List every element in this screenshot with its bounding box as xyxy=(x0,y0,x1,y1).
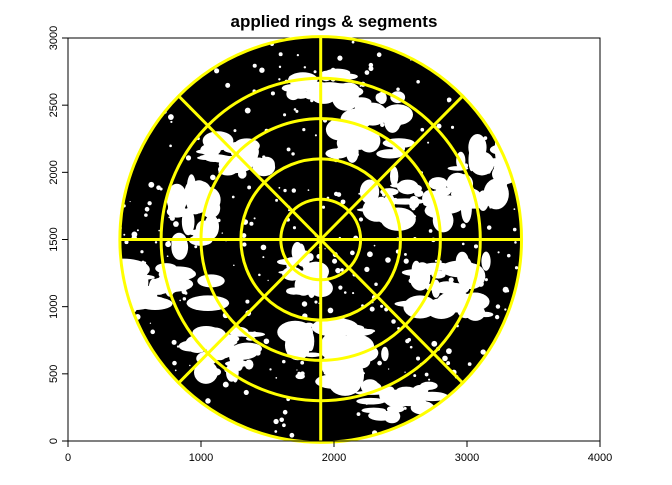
y-tick-label: 0 xyxy=(48,438,60,444)
x-tick-label: 1000 xyxy=(189,452,213,464)
segment-line-4 xyxy=(177,95,322,241)
y-tick-label: 2000 xyxy=(48,160,60,184)
segment-line-2 xyxy=(319,95,464,241)
x-axis: 0 1000 2000 3000 4000 xyxy=(65,440,612,464)
y-tick-label: 1000 xyxy=(48,294,60,318)
sky-patches xyxy=(119,40,519,438)
chart-title: applied rings & segments xyxy=(231,12,438,31)
x-tick-label: 4000 xyxy=(588,452,612,464)
ring-segment-overlay xyxy=(118,35,524,444)
segment-line-8 xyxy=(319,238,464,384)
y-tick-label: 3000 xyxy=(48,26,60,50)
x-tick-label: 0 xyxy=(65,452,71,464)
segment-line-6 xyxy=(177,238,322,384)
x-tick-label: 3000 xyxy=(455,452,479,464)
y-axis: 0 500 1000 1500 2000 2500 3000 xyxy=(48,26,69,444)
y-tick-label: 500 xyxy=(48,365,60,383)
y-tick-label: 1500 xyxy=(48,227,60,251)
x-tick-label: 2000 xyxy=(322,452,346,464)
y-tick-label: 2500 xyxy=(48,93,60,117)
